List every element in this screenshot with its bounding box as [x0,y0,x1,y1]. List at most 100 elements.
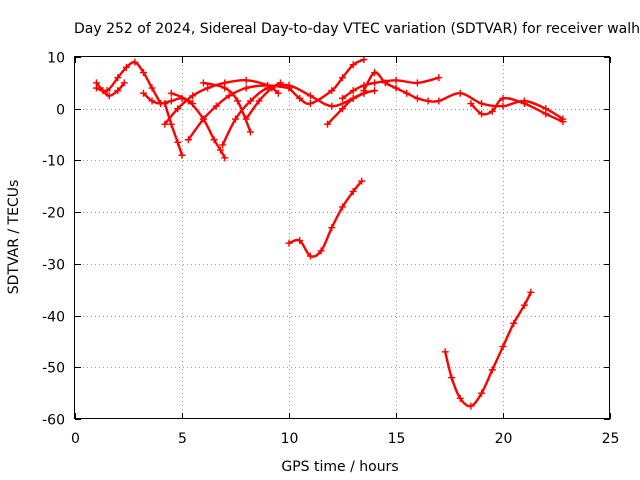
y-tick-label: -30 [42,258,65,274]
y-tick-label: 10 [47,51,65,67]
data-point [324,120,332,128]
data-point [339,105,346,113]
series-arc-10 [242,79,284,123]
data-point [219,141,227,149]
series-arc-12 [324,87,379,128]
data-point [242,76,250,84]
data-point [403,89,411,97]
data-point [328,102,336,110]
data-point [360,87,368,95]
series-arc-11 [285,56,368,108]
data-point [381,79,389,87]
data-point [148,84,156,92]
y-tick-label: -20 [42,206,65,222]
data-point [520,100,528,108]
data-point [424,97,432,105]
series-arc-13 [339,74,443,102]
series-line [444,291,532,408]
data-point [221,84,229,92]
data-point [167,120,175,128]
data-point [510,319,518,327]
data-point [441,348,449,356]
data-point [339,203,346,211]
data-point [122,63,130,71]
data-point [212,102,220,110]
data-series [92,56,567,410]
data-point [448,374,456,382]
y-tick-label: -40 [42,310,65,326]
data-point [358,177,366,185]
y-tick-label: -50 [42,361,65,377]
series-line [245,81,282,121]
data-point [478,110,486,118]
data-point [360,56,368,64]
data-point [274,89,282,97]
data-point [99,87,107,95]
data-point [467,402,475,410]
data-point [246,128,254,136]
data-point [225,92,233,100]
data-point [520,301,528,309]
data-point [139,69,147,77]
data-point [499,102,507,110]
data-point [328,87,336,95]
x-tick-label: 5 [178,431,187,447]
data-point [234,97,242,105]
data-point [371,79,379,87]
y-axis-label: SDTVAR / TECUs [6,180,22,295]
data-point [392,84,400,92]
series-arc-2 [92,79,128,100]
series-arc-9 [199,79,254,136]
data-point [371,87,379,95]
data-point [105,92,113,100]
data-point [255,97,263,105]
series-arc-17 [441,288,535,410]
data-point [131,58,139,66]
data-point [349,87,357,95]
data-point [204,84,212,92]
data-point [488,107,496,115]
data-point [306,100,314,108]
series-arc-4 [161,100,186,159]
data-point [296,94,304,102]
data-point [167,97,175,105]
data-point [184,136,192,144]
data-point [184,97,192,105]
series-line [326,89,376,126]
data-point [349,187,357,195]
data-point [392,76,400,84]
data-point [174,105,182,113]
x-tick-label: 20 [495,431,513,447]
data-point [317,247,325,255]
x-tick-label: 15 [388,431,406,447]
data-point [435,97,443,105]
data-point [467,100,475,108]
data-point [285,239,293,247]
data-point [542,110,550,118]
chart-title: Day 252 of 2024, Sidereal Day-to-day VTE… [74,21,640,37]
axis-ticks: 0 5 10 15 20 25 -60 -50 -40 -30 -20 -10 0 10 [42,51,619,448]
data-point [120,79,128,87]
data-point [114,74,122,82]
data-point [306,252,314,260]
y-tick-label: 0 [56,103,65,119]
data-point [268,84,276,92]
x-tick-label: 25 [602,431,620,447]
data-point [242,115,250,123]
data-point [161,100,169,108]
data-point [217,146,225,154]
data-point [328,224,336,232]
series-arc-7 [167,89,229,162]
series-arc-1 [92,58,165,108]
data-point [148,97,156,105]
data-point [189,92,197,100]
data-point [499,94,507,102]
series-line [202,81,252,134]
y-tick-label: -10 [42,154,65,170]
data-point [488,366,496,374]
data-point [413,79,421,87]
data-point [349,61,357,69]
data-point [285,84,293,92]
data-point [527,288,535,296]
